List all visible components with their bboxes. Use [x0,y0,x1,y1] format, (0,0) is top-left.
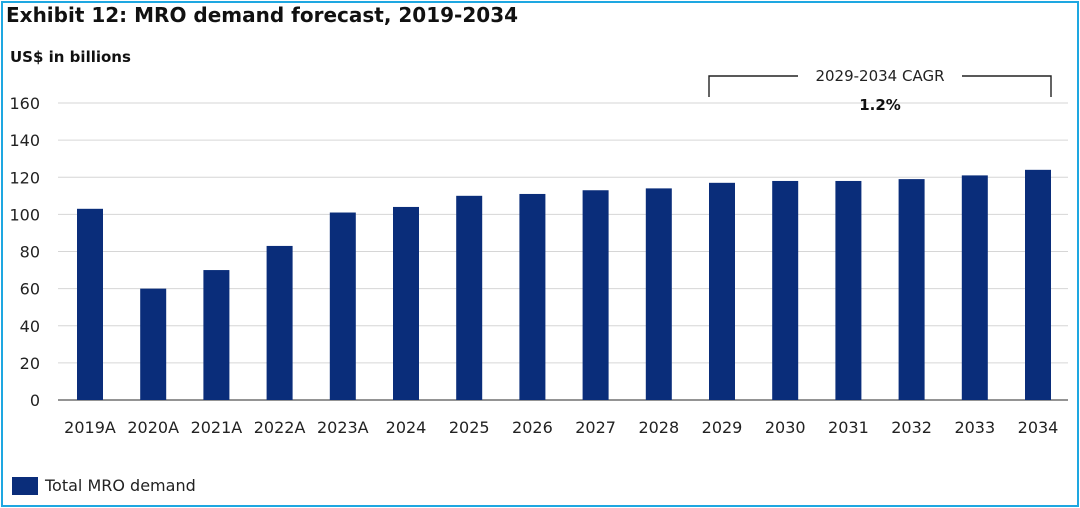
legend-label: Total MRO demand [45,476,196,495]
x-tick-label: 2019A [64,418,116,437]
bar-chart: 0 20 40 60 80 100 120 140 160 2019A 2020A 2021A 2022… [9,67,1068,437]
bar [709,182,735,400]
y-tick-label: 140 [9,131,40,150]
bar [772,180,799,400]
x-tick-label: 2020A [127,418,179,437]
bar [835,180,862,400]
x-tick-label: 2031 [828,418,869,437]
y-tick-label: 100 [9,205,40,224]
bar [140,288,167,400]
cagr-label: 2029-2034 CAGR [815,67,944,85]
bar [456,195,483,400]
y-tick-label: 80 [20,243,40,262]
bar [77,208,103,400]
x-tick-label: 2032 [891,418,932,437]
x-tick-label: 2034 [1018,418,1059,437]
y-tick-label: 60 [20,280,40,299]
cagr-value: 1.2% [859,96,901,114]
bar [266,245,293,400]
bar [519,193,546,400]
y-tick-label: 120 [9,168,40,187]
y-axis-label: US$ in billions [10,48,131,66]
y-tick-label: 20 [20,354,40,373]
x-tick-label: 2030 [765,418,806,437]
x-tick-label: 2022A [254,418,306,437]
y-tick-label: 40 [20,317,40,336]
bar [203,270,230,400]
legend-swatch [12,476,38,495]
x-tick-label: 2026 [512,418,553,437]
x-tick-label: 2021A [191,418,243,437]
y-tick-label: 160 [9,94,40,113]
y-tick-label: 0 [30,391,40,410]
bar [645,188,672,400]
x-tick-label: 2029 [702,418,743,437]
x-tick-label: 2023A [317,418,369,437]
bar [393,206,419,400]
bar [329,212,356,400]
bar [898,179,925,400]
cagr-bracket-left [708,75,798,97]
bar [1025,169,1051,400]
bar [961,175,988,400]
x-tick-label: 2027 [575,418,616,437]
cagr-bracket-right [962,75,1052,97]
bar [582,190,609,400]
x-tick-label: 2025 [449,418,490,437]
x-tick-label: 2028 [638,418,679,437]
legend: Total MRO demand [12,476,196,495]
x-tick-label: 2024 [386,418,427,437]
x-tick-label: 2033 [954,418,995,437]
chart-title: Exhibit 12: MRO demand forecast, 2019-20… [6,3,519,27]
